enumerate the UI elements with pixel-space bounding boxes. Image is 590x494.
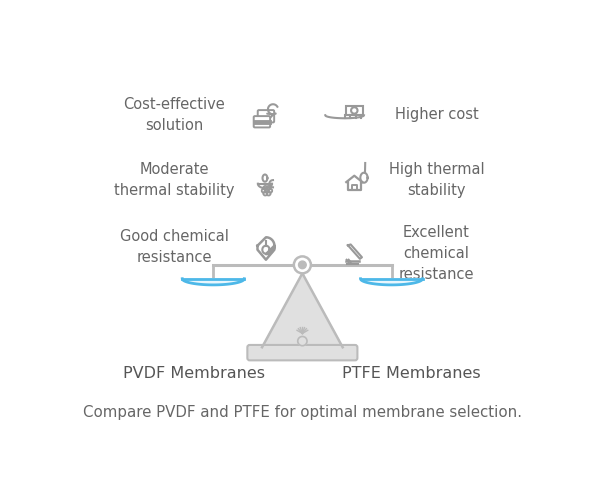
Polygon shape [182, 279, 244, 285]
Polygon shape [360, 279, 422, 285]
Circle shape [299, 261, 306, 269]
Text: Excellent
chemical
resistance: Excellent chemical resistance [399, 225, 474, 282]
Circle shape [294, 256, 311, 273]
Text: Cost-effective
solution: Cost-effective solution [124, 97, 225, 133]
Text: PVDF Membranes: PVDF Membranes [123, 366, 265, 381]
Text: High thermal
stability: High thermal stability [389, 162, 484, 198]
Text: Good chemical
resistance: Good chemical resistance [120, 229, 229, 265]
FancyBboxPatch shape [247, 345, 358, 360]
Text: Moderate
thermal stability: Moderate thermal stability [114, 162, 235, 198]
FancyBboxPatch shape [254, 116, 270, 127]
FancyBboxPatch shape [346, 106, 363, 115]
FancyBboxPatch shape [258, 110, 274, 123]
Polygon shape [257, 237, 274, 260]
Polygon shape [262, 273, 343, 347]
Text: Higher cost: Higher cost [395, 107, 478, 122]
Text: PTFE Membranes: PTFE Membranes [342, 366, 480, 381]
Text: Compare PVDF and PTFE for optimal membrane selection.: Compare PVDF and PTFE for optimal membra… [83, 405, 522, 420]
Polygon shape [348, 245, 362, 259]
Circle shape [298, 336, 307, 346]
